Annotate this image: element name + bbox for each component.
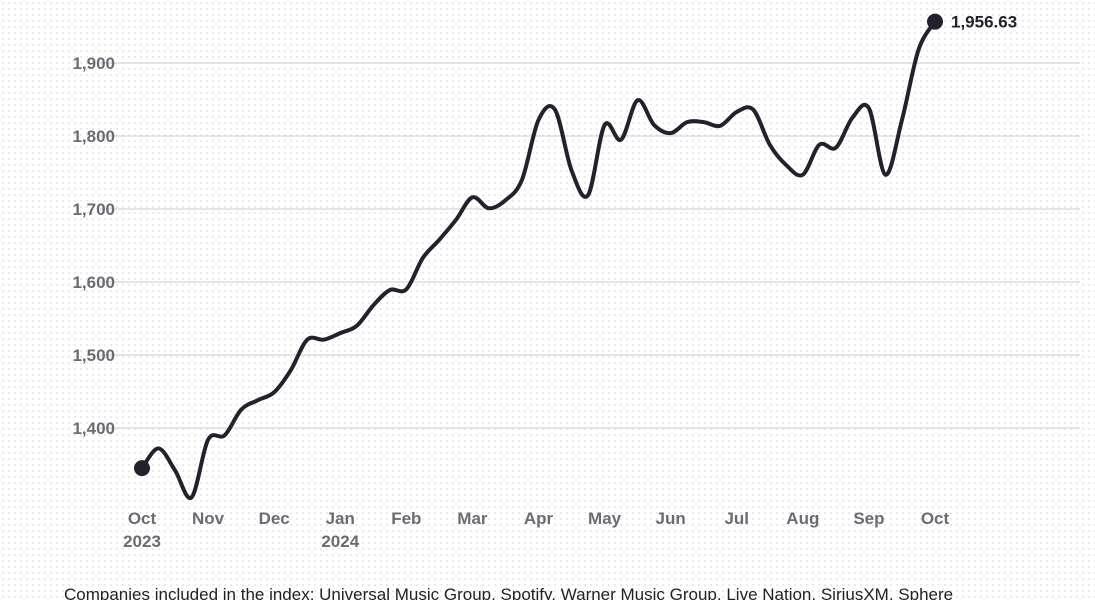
y-tick-label: 1,400	[72, 419, 115, 438]
y-tick-label: 1,700	[72, 200, 115, 219]
y-tick-label: 1,800	[72, 127, 115, 146]
y-tick-label: 1,600	[72, 273, 115, 292]
x-tick-label: Aug	[786, 509, 819, 528]
x-tick-label: Oct	[921, 509, 950, 528]
y-tick-label: 1,500	[72, 346, 115, 365]
x-tick-label: Jul	[724, 509, 749, 528]
x-tick-label: Dec	[259, 509, 290, 528]
footnote: Companies included in the index: Univers…	[64, 585, 953, 600]
line	[140, 20, 937, 500]
x-tick-label: Mar	[457, 509, 488, 528]
end-point	[134, 460, 150, 477]
x-tick-label: Nov	[192, 509, 225, 528]
x-tick-label: Jun	[656, 509, 686, 528]
x-tick-label: Oct 2023	[123, 509, 161, 551]
value-label: 1,956.63	[951, 13, 1017, 32]
x-tick-label: Apr	[524, 509, 554, 528]
x-tick-label: Jan 2024	[321, 509, 359, 551]
end-point	[927, 13, 943, 30]
y-tick-label: 1,900	[72, 54, 115, 73]
x-tick-label: May	[588, 509, 622, 528]
x-tick-label: Feb	[391, 509, 421, 528]
x-tick-label: Sep	[853, 509, 884, 528]
